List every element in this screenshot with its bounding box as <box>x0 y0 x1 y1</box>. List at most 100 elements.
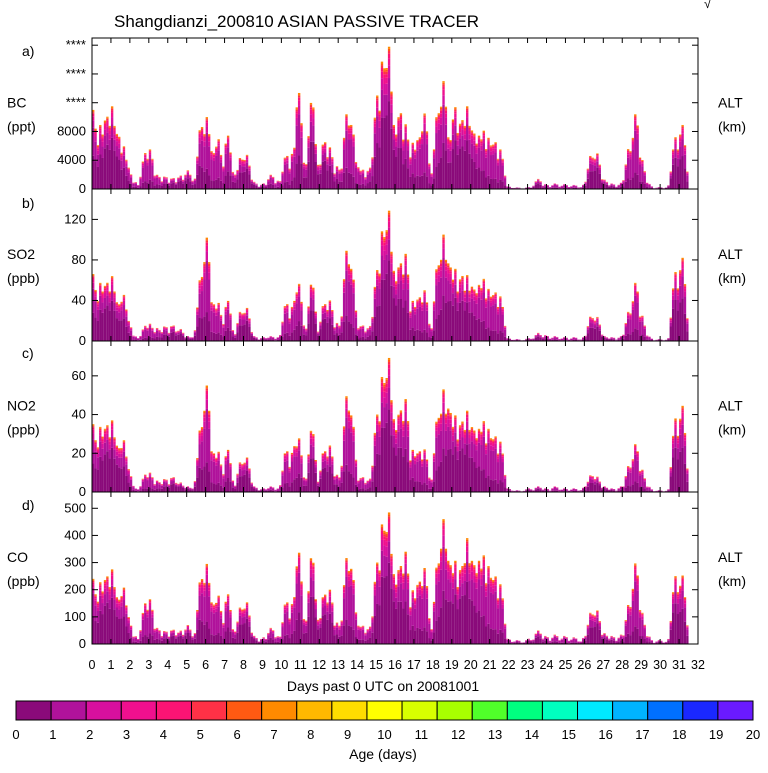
bar-segment <box>246 321 248 341</box>
bar-segment <box>376 143 378 189</box>
bar-segment <box>296 456 298 477</box>
bar-segment <box>502 181 504 189</box>
bar-segment <box>459 279 461 280</box>
bar-segment <box>672 165 674 189</box>
bar-segment <box>217 453 219 454</box>
bar-segment <box>539 182 541 183</box>
bar-segment <box>229 320 231 331</box>
bar-segment <box>267 185 269 189</box>
bar-segment <box>161 485 163 486</box>
bar-segment <box>106 122 108 126</box>
bar-segment <box>317 170 319 174</box>
bar-segment <box>438 427 440 434</box>
bar-segment <box>492 301 494 305</box>
bar-segment <box>244 315 246 316</box>
bar-segment <box>322 145 324 146</box>
bar-segment <box>414 158 416 177</box>
bar-segment <box>369 170 371 172</box>
bar-segment <box>303 164 305 165</box>
bar-segment <box>416 151 418 176</box>
bar-segment <box>407 313 409 341</box>
bar-segment <box>471 133 473 135</box>
bar-segment <box>326 311 328 312</box>
bar-segment <box>293 157 295 178</box>
bar-segment <box>322 453 324 454</box>
bar-segment <box>220 316 222 317</box>
bar-segment <box>239 318 241 325</box>
bar-segment <box>194 484 196 487</box>
bar-segment <box>412 453 414 455</box>
bar-segment <box>215 180 217 189</box>
bar-segment <box>490 147 492 148</box>
bar-segment <box>99 127 101 128</box>
bar-segment <box>435 425 437 427</box>
bar-segment <box>480 171 482 189</box>
bar-segment <box>670 178 672 189</box>
bar-segment <box>225 154 227 176</box>
bar-segment <box>359 172 361 173</box>
bar-segment <box>599 170 601 174</box>
bar-segment <box>636 294 638 295</box>
bar-segment <box>502 307 504 308</box>
bar-segment <box>393 125 395 126</box>
bar-segment <box>677 289 679 290</box>
bar-segment <box>312 114 314 118</box>
bar-segment <box>352 139 354 142</box>
bar-segment <box>438 418 440 419</box>
bar-segment <box>128 470 130 471</box>
bar-segment <box>473 296 475 301</box>
bar-segment <box>362 327 364 328</box>
bar-segment <box>296 293 298 294</box>
bar-segment <box>478 318 480 341</box>
bar-segment <box>303 327 305 328</box>
bar-segment <box>412 145 414 146</box>
bar-segment <box>201 280 203 282</box>
bar-segment <box>201 428 203 429</box>
bar-segment <box>286 157 288 158</box>
bar-segment <box>210 152 212 153</box>
bar-segment <box>613 338 615 339</box>
bar-segment <box>632 332 634 341</box>
bar-segment <box>466 275 468 276</box>
bar-segment <box>561 186 563 188</box>
bar-segment <box>307 307 309 308</box>
bar-segment <box>248 321 250 323</box>
bar-segment <box>123 150 125 152</box>
bar-segment <box>393 128 395 130</box>
bar-segment <box>499 180 501 189</box>
bar-segment <box>333 478 335 479</box>
bar-segment <box>130 478 132 479</box>
bar-segment <box>239 313 241 314</box>
bar-segment <box>324 319 326 341</box>
bar-segment <box>684 149 686 151</box>
bar-segment <box>203 268 205 272</box>
bar-segment <box>490 155 492 179</box>
bar-segment <box>468 444 470 458</box>
bar-segment <box>206 119 208 120</box>
bar-segment <box>109 298 111 302</box>
bar-segment <box>326 458 328 459</box>
bar-segment <box>284 159 286 160</box>
bar-segment <box>194 487 196 492</box>
bar-segment <box>208 417 210 421</box>
bar-segment <box>428 326 430 328</box>
bar-segment <box>400 265 402 266</box>
bar-segment <box>674 272 676 273</box>
bar-segment <box>393 126 395 127</box>
bar-segment <box>172 483 174 492</box>
bar-segment <box>378 425 380 427</box>
bar-segment <box>404 404 406 407</box>
bar-segment <box>632 304 634 306</box>
bar-segment <box>199 432 201 433</box>
bar-segment <box>397 277 399 284</box>
bar-segment <box>303 164 305 165</box>
bar-segment <box>537 183 539 189</box>
bar-segment <box>130 178 132 184</box>
bar-segment <box>473 134 475 135</box>
bar-segment <box>130 330 132 336</box>
bar-segment <box>123 146 125 147</box>
bar-segment <box>497 311 499 314</box>
bar-segment <box>636 134 638 140</box>
bar-segment <box>120 154 122 155</box>
bar-segment <box>244 314 246 315</box>
